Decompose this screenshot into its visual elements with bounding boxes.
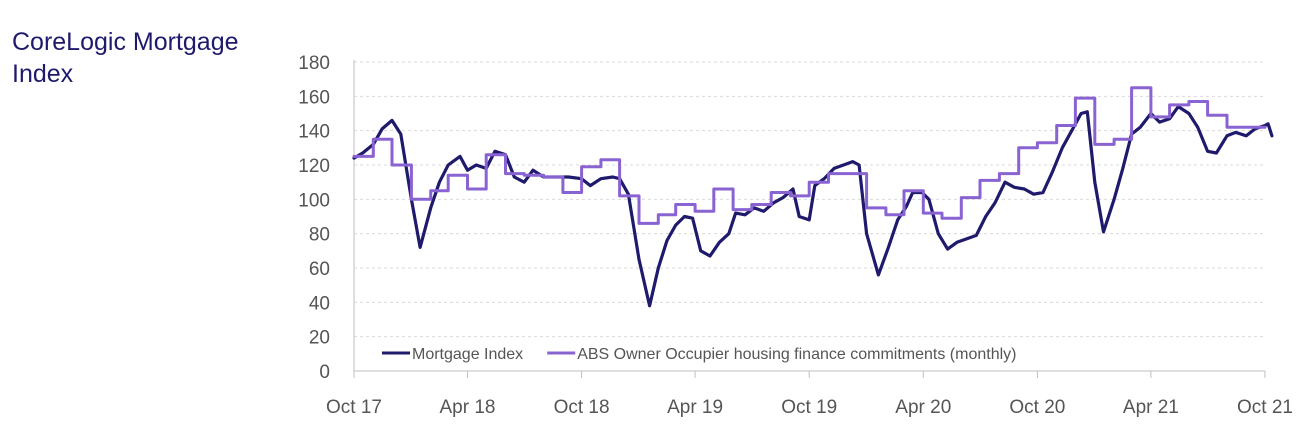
y-tick-label: 40 <box>309 293 330 314</box>
x-tick-label: Apr 19 <box>667 397 723 418</box>
legend-label-0: Mortgage Index <box>412 346 523 363</box>
series-line-1 <box>352 86 1267 225</box>
axes: 0 20 40 60 80 100 120 140 160 180 Oct 17 Apr 18 Oct … <box>298 53 1293 418</box>
y-tick-label: 0 <box>319 362 330 383</box>
x-tick-label: Apr 18 <box>439 397 495 418</box>
x-tick-label: Oct 20 <box>1009 397 1065 418</box>
legend: Mortgage Index ABS Owner Occupier housing… <box>382 346 1016 363</box>
x-tick-label: Apr 21 <box>1123 397 1179 418</box>
x-tick-label: Oct 21 <box>1237 397 1293 418</box>
y-tick-label: 160 <box>298 87 330 108</box>
x-tick-label: Oct 17 <box>326 397 382 418</box>
series-line-0 <box>352 105 1274 308</box>
chart-title: CoreLogic Mortgage Index <box>12 28 239 88</box>
legend-label-1: ABS Owner Occupier housing finance commi… <box>577 346 1016 363</box>
y-tick-label: 60 <box>309 259 330 280</box>
x-tick-label: Oct 18 <box>554 397 610 418</box>
series-lines <box>352 86 1274 308</box>
y-tick-label: 120 <box>298 156 330 177</box>
y-tick-label: 80 <box>309 225 330 246</box>
y-tick-label: 180 <box>298 53 330 74</box>
grid-lines <box>354 61 1265 338</box>
x-tick-label: Oct 19 <box>781 397 837 418</box>
y-tick-label: 100 <box>298 190 330 211</box>
y-tick-label: 20 <box>309 328 330 349</box>
y-tick-label: 140 <box>298 122 330 143</box>
x-tick-label: Apr 20 <box>895 397 951 418</box>
